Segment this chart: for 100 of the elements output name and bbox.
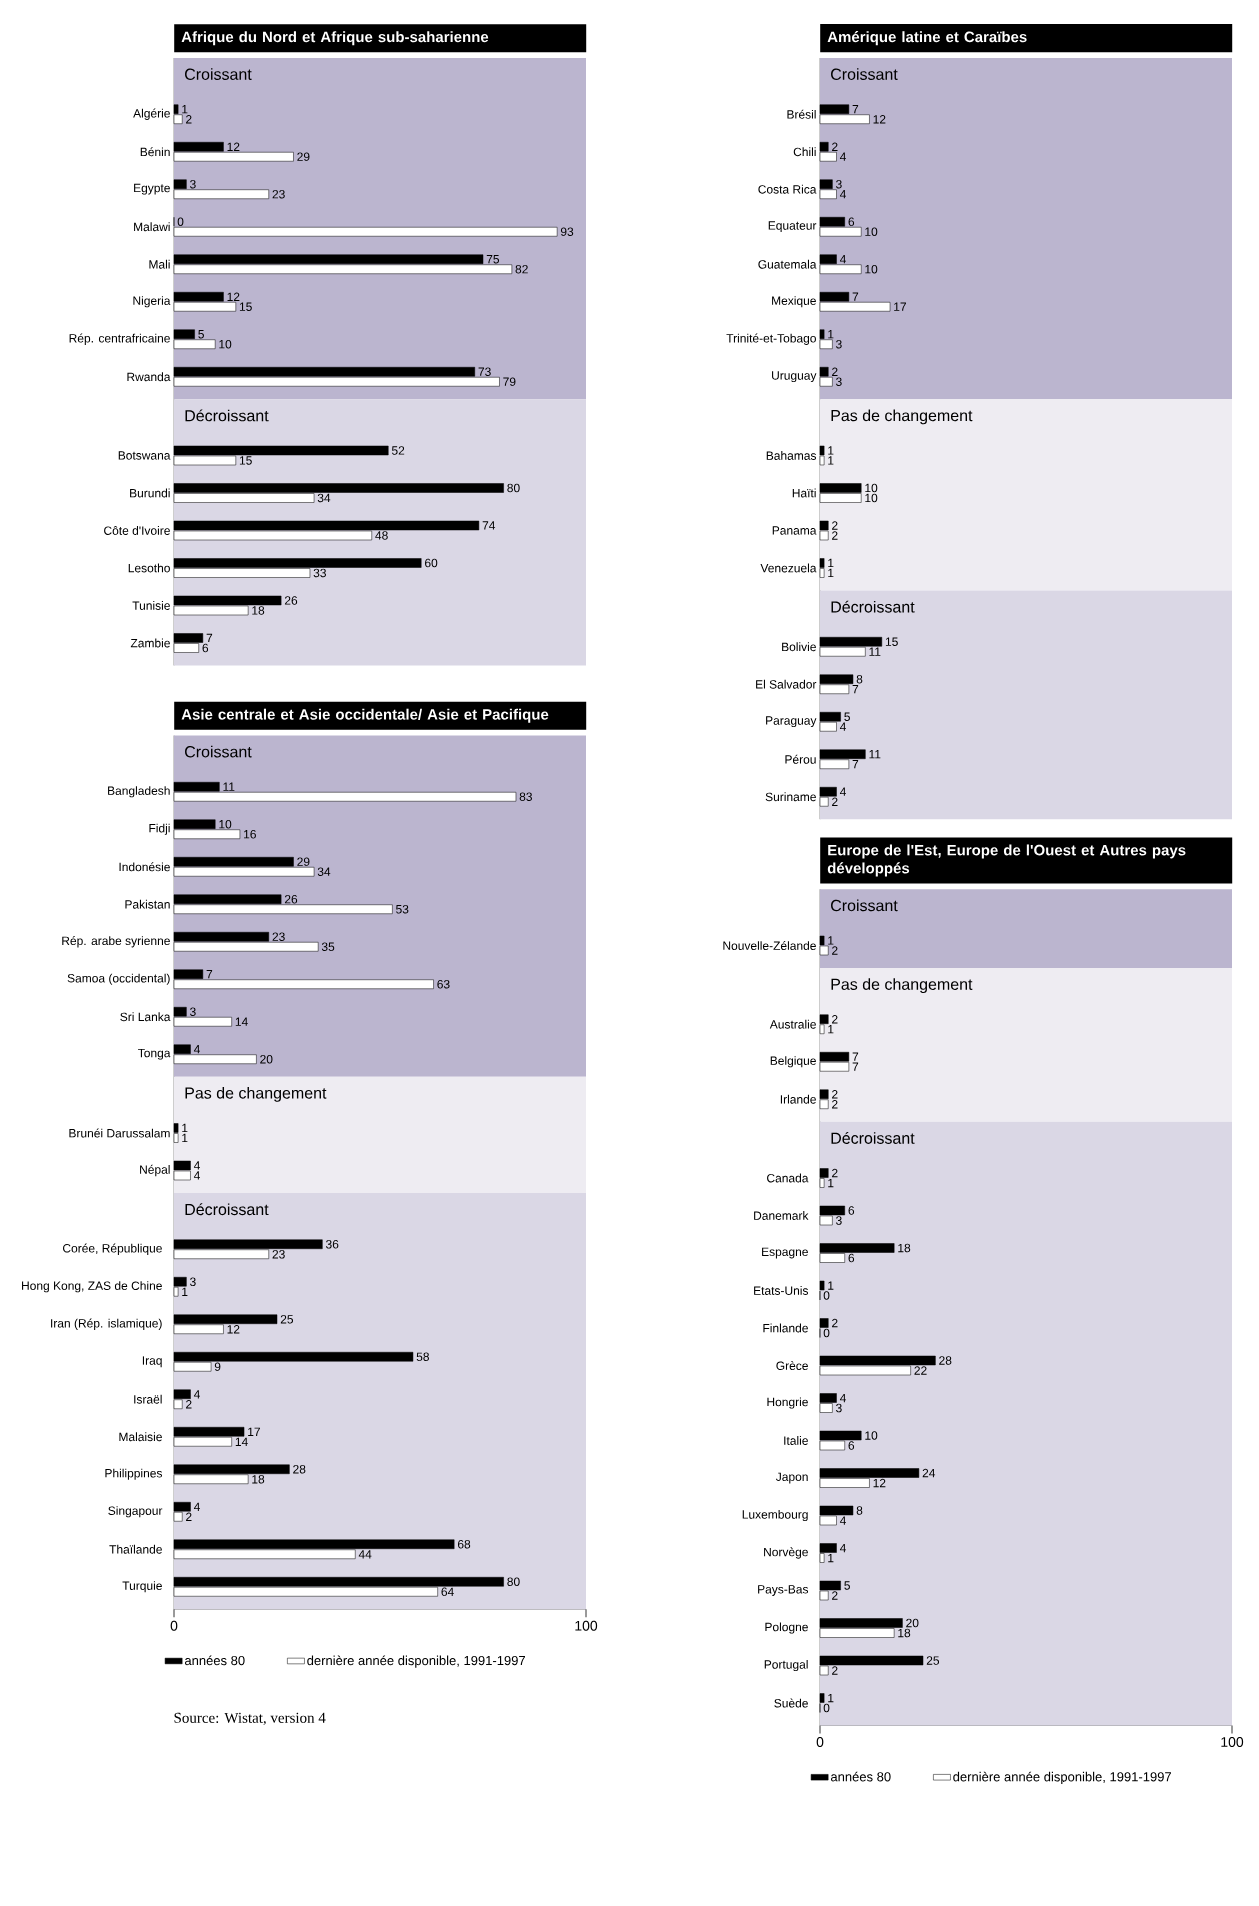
data-label: 28 [939, 1356, 952, 1365]
y-tick-label: Luxembourg [742, 1509, 808, 1522]
y-tick-label: Mexique [772, 296, 816, 308]
y-tick-label: Grèce [776, 1361, 808, 1370]
data-label: 22 [914, 1366, 927, 1375]
data-label: 1 [828, 456, 834, 465]
data-label: 7 [206, 970, 213, 979]
data-label: 63 [437, 980, 450, 989]
data-label: 5 [844, 712, 850, 721]
data-label: 20 [906, 1618, 919, 1628]
band-label: Croissant [831, 68, 898, 80]
data-label: 23 [272, 1250, 285, 1259]
data-label: 11 [869, 750, 881, 759]
data-label: 2 [186, 1400, 192, 1409]
y-tick-label: Singapour [108, 1506, 163, 1518]
y-tick-label: Pérou [785, 754, 816, 764]
data-label: 4 [193, 1390, 200, 1399]
data-label: 2 [832, 797, 838, 806]
data-label: 4 [839, 722, 847, 731]
data-label: 80 [507, 1577, 520, 1586]
legend-label: dernière année disponible, 1991-1997 [307, 1655, 525, 1668]
source-note: Source: Wistat, version 4 [174, 1712, 326, 1726]
x-tick-label: 100 [575, 1620, 598, 1631]
data-label: 11 [223, 782, 235, 791]
y-tick-label: Hong Kong, ZAS de Chine [22, 1281, 162, 1293]
y-tick-label: Lesotho [128, 563, 170, 573]
y-tick-label: Guatemala [758, 259, 817, 269]
y-tick-label: Pologne [765, 1622, 808, 1634]
data-label: 4 [839, 152, 847, 161]
y-tick-label: Tunisie [132, 601, 170, 610]
y-tick-label: Egypte [134, 183, 170, 195]
data-label: 6 [848, 217, 855, 226]
data-label: 2 [186, 115, 192, 124]
y-tick-label: Malaisie [119, 1432, 162, 1442]
data-label: 0 [823, 1291, 830, 1300]
data-label: 25 [926, 1656, 940, 1665]
data-label: 26 [284, 596, 298, 605]
data-label: 1 [182, 1287, 188, 1296]
band-label: Décroissant [185, 409, 269, 422]
y-tick-label: Népal [140, 1164, 170, 1177]
data-label: 2 [832, 1090, 838, 1099]
y-tick-label: Panama [772, 526, 817, 535]
y-tick-label: Equateur [768, 221, 817, 233]
y-tick-label: Australie [769, 1019, 816, 1029]
data-label: 79 [503, 377, 516, 386]
data-label: 4 [839, 787, 847, 796]
y-tick-label: Norvège [764, 1547, 808, 1559]
data-label: 2 [832, 946, 838, 955]
y-tick-label: Rwanda [127, 372, 171, 382]
data-label: 53 [396, 905, 409, 914]
data-label: 75 [486, 255, 500, 264]
data-label: 10 [219, 820, 232, 829]
chart-title: Afrique du Nord et Afrique sub-saharienne [181, 31, 489, 46]
y-tick-label: Uruguay [772, 371, 817, 383]
data-label: 60 [425, 558, 438, 568]
y-tick-label: Belgique [770, 1056, 816, 1068]
data-label: 68 [457, 1540, 471, 1549]
band-label: Croissant [831, 899, 898, 912]
data-label: 6 [202, 643, 209, 653]
data-label: 2 [186, 1512, 192, 1521]
data-label: 3 [190, 1007, 196, 1016]
data-label: 2 [832, 531, 838, 540]
y-tick-label: Irlande [780, 1094, 816, 1104]
data-label: 3 [836, 1216, 842, 1225]
data-label: 23 [272, 932, 285, 941]
y-tick-label: Indonésie [119, 862, 170, 872]
y-tick-label: Rép. arabe syrienne [62, 936, 170, 948]
data-label: 1 [828, 1553, 834, 1563]
band-label: Décroissant [185, 1203, 269, 1216]
band-label: Décroissant [831, 600, 915, 613]
data-label: 24 [922, 1468, 936, 1478]
data-label: 33 [313, 568, 326, 578]
data-label: 34 [317, 867, 331, 876]
y-tick-label: Brunéi Darussalam [69, 1128, 170, 1138]
data-label: 93 [560, 227, 574, 236]
data-label: 1 [828, 1178, 834, 1188]
y-tick-label: Chili [793, 147, 816, 157]
x-tick-label: 100 [1221, 1737, 1244, 1747]
data-label: 4 [193, 1045, 200, 1054]
data-label: 7 [852, 105, 859, 114]
y-tick-label: Japon [775, 1472, 808, 1484]
data-label: 7 [206, 633, 213, 643]
band-label: Croissant [185, 745, 252, 758]
data-label: 12 [873, 1478, 886, 1488]
y-tick-label: Bahamas [766, 451, 817, 460]
data-label: 1 [828, 558, 834, 568]
y-tick-label: El Salvador [756, 679, 817, 689]
data-label: 1 [182, 1123, 188, 1133]
data-label: 2 [832, 1015, 838, 1024]
y-tick-label: Tonga [138, 1048, 171, 1060]
data-label: 83 [519, 792, 532, 801]
y-tick-label: Algérie [133, 108, 170, 120]
data-label: 4 [839, 1516, 847, 1525]
data-label: 2 [832, 1666, 838, 1675]
data-label: 44 [358, 1550, 372, 1559]
data-label: 5 [844, 1581, 850, 1590]
y-tick-label: Mali [149, 259, 170, 269]
data-label: 1 [182, 105, 188, 114]
y-tick-label: Côte d'Ivoire [104, 526, 170, 535]
y-tick-label: Etats-Unis [754, 1286, 809, 1295]
